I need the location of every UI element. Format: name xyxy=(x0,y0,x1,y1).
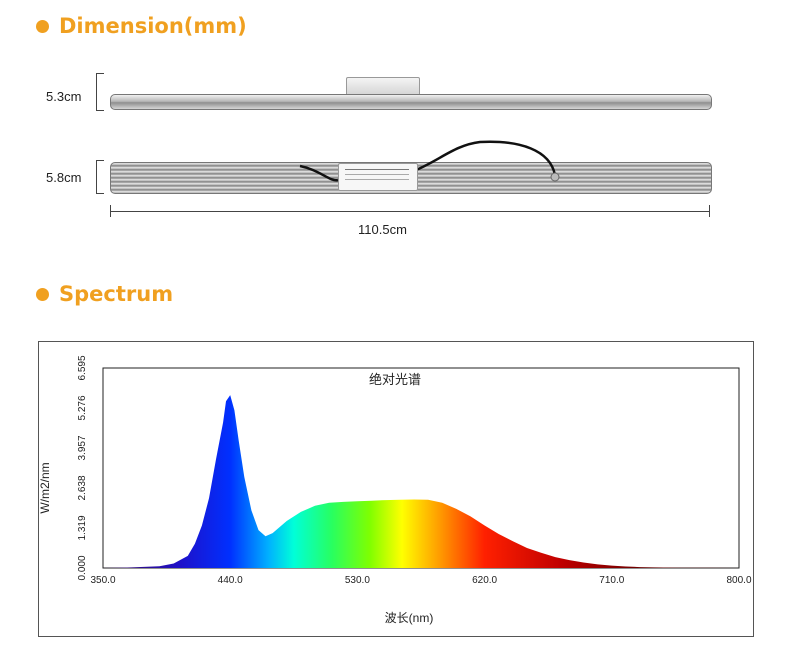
spectrum-chart-frame: 350.0 440.0 530.0 620.0 710.0 800.0 0.000 1.31… xyxy=(38,341,754,637)
x-axis-label: 波长(nm) xyxy=(385,611,434,625)
height-bottom-dimension-line xyxy=(96,160,104,194)
x-tick-label: 800.0 xyxy=(726,575,751,586)
x-tick-label: 350.0 xyxy=(90,575,115,586)
y-tick-label: 0.000 xyxy=(77,555,88,580)
orange-bullet-icon xyxy=(36,19,49,33)
y-tick-label: 3.957 xyxy=(77,435,88,460)
dimension-title: Dimension(mm) xyxy=(59,14,247,38)
x-tick-label: 440.0 xyxy=(218,575,243,586)
orange-bullet-icon xyxy=(36,287,49,301)
power-cable xyxy=(299,140,560,182)
y-axis-label: W/m2/nm xyxy=(39,462,52,513)
light-bar-side-view xyxy=(110,94,712,110)
height-top-dimension-line xyxy=(96,73,104,111)
driver-box xyxy=(338,163,418,191)
spectrum-chart: 350.0 440.0 530.0 620.0 710.0 800.0 0.000 1.31… xyxy=(39,355,752,625)
x-tick-label: 620.0 xyxy=(472,575,497,586)
dimension-heading: Dimension(mm) xyxy=(36,14,247,38)
length-dimension-line xyxy=(110,205,710,217)
y-tick-label: 2.638 xyxy=(77,475,88,500)
x-tick-label: 710.0 xyxy=(599,575,624,586)
y-tick-label: 5.276 xyxy=(77,395,88,420)
y-tick-label: 6.595 xyxy=(77,355,88,380)
height-top-label: 5.3cm xyxy=(46,89,82,104)
spectrum-title: Spectrum xyxy=(59,282,174,306)
spectrum-area xyxy=(103,395,739,568)
y-tick-label: 1.319 xyxy=(77,515,88,540)
length-label: 110.5cm xyxy=(358,222,407,237)
height-bottom-label: 5.8cm xyxy=(46,170,82,185)
chart-title: 绝对光谱 xyxy=(369,372,421,387)
spectrum-heading: Spectrum xyxy=(36,282,173,306)
x-tick-label: 530.0 xyxy=(345,575,370,586)
